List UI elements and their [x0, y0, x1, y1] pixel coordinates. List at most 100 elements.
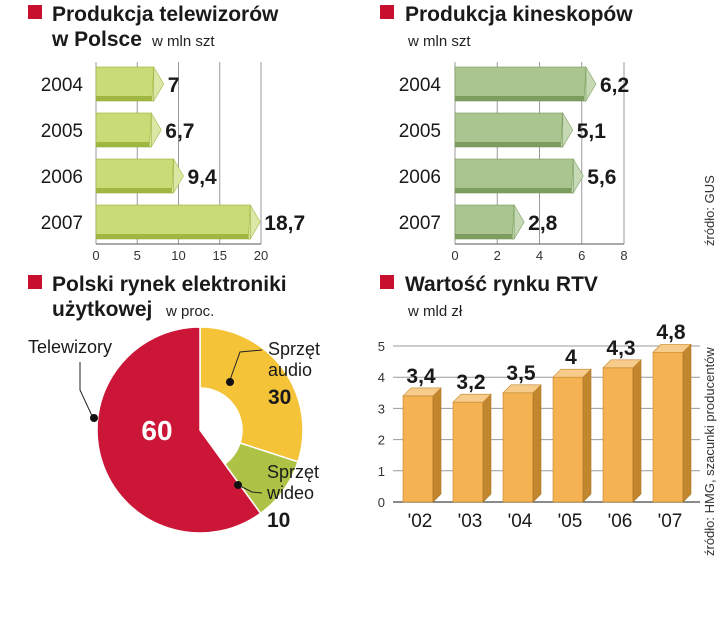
bar-outline [95, 66, 155, 102]
bar-bottom-face [96, 188, 174, 193]
pie-slice-value-label: 60 [141, 415, 172, 446]
leader-line [79, 362, 94, 419]
value-label: 5,1 [577, 120, 607, 143]
tv-chart-title-line-2: w Polsce [51, 28, 142, 51]
value-label: 3,4 [406, 365, 436, 388]
rtv-chart-unit: w mld zł [407, 303, 463, 320]
category-label: '06 [608, 511, 633, 532]
value-label: 18,7 [264, 212, 305, 235]
bar-outline [454, 158, 574, 194]
x-tick-label: 8 [620, 248, 627, 263]
pie-slice-label: Sprzęt [268, 339, 320, 359]
value-label: 3,2 [456, 371, 485, 394]
x-tick-label: 0 [451, 248, 458, 263]
category-label: '05 [558, 511, 583, 532]
bar-front-face [502, 392, 534, 503]
source-note-hmg: źródło: HMG, szacunki producentów [702, 347, 717, 556]
y-tick-label: 5 [378, 339, 385, 354]
leader-line [229, 349, 263, 381]
pie-chart-title-line-1: Polski rynek elektroniki [52, 273, 287, 296]
crt-production-panel: Produkcja kineskopów w mln szt 0 2 4 6 8 2004… [380, 3, 633, 263]
bar-front-face [402, 395, 434, 503]
y-tick-label: 2 [378, 433, 385, 448]
x-tick-label: 5 [134, 248, 141, 263]
bar [95, 157, 184, 194]
y-tick-label: 4 [378, 370, 385, 385]
category-label: 2004 [399, 75, 442, 96]
value-label: 6,2 [600, 74, 629, 97]
x-tick-label: 20 [254, 248, 268, 263]
crt-chart-unit: w mln szt [407, 33, 471, 50]
pie-chart-title-line-2: użytkowej [52, 298, 152, 321]
bar-top-face [552, 368, 592, 378]
bar [454, 203, 525, 240]
bar-top-face [455, 159, 574, 188]
bar-outline [454, 204, 515, 240]
bar [402, 387, 442, 503]
bar-bottom-face [455, 96, 586, 101]
bar-outline [454, 112, 564, 148]
tv-chart-unit: w mln szt [151, 33, 215, 50]
tv-production-panel: Produkcja telewizorów w Polsce w mln szt… [28, 3, 305, 263]
bar [652, 343, 692, 503]
value-label: 9,4 [188, 166, 218, 189]
value-label: 2,8 [528, 212, 558, 235]
category-label: 2006 [399, 167, 441, 188]
y-tick-label: 0 [378, 495, 385, 510]
bar-bottom-face [455, 234, 515, 239]
y-tick-label: 3 [378, 401, 385, 416]
bar-front-face [652, 351, 684, 503]
bar [95, 111, 162, 148]
x-tick-label: 15 [213, 248, 227, 263]
bar-front-face [552, 376, 584, 503]
bar [454, 65, 597, 102]
pie-slice [96, 326, 262, 534]
tv-production-bar-chart: 0 5 10 15 20 2004 7 2005 6,7 2006 9,4 2007 18,7 [41, 62, 305, 263]
pie-slice-label: Telewizory [28, 337, 112, 357]
bar-bottom-face [96, 142, 152, 147]
bar [602, 359, 642, 503]
rtv-value-bar-chart: 0 1 2 3 4 5 3,4 '02 3,2 '03 3,5 '04 4 '05 4,3 '06 4,8 '07 [378, 321, 700, 532]
bar-bottom-face [96, 234, 251, 239]
y-tick-label: 1 [378, 464, 385, 479]
bar-top-face [452, 393, 492, 403]
source-note-gus: źródło: GUS [702, 175, 717, 246]
category-label: '03 [458, 511, 483, 532]
category-label: '04 [508, 511, 533, 532]
bar-bottom-face [455, 188, 574, 193]
bar-top-face [402, 387, 442, 397]
bar-bottom-face [96, 96, 154, 101]
x-tick-label: 10 [171, 248, 185, 263]
bar [95, 65, 165, 102]
bar-side-face [432, 387, 442, 503]
category-label: 2005 [399, 121, 441, 142]
value-label: 4,3 [606, 337, 635, 360]
bar-side-face [682, 343, 692, 503]
bar-side-face [532, 384, 542, 503]
bar-top-face [652, 343, 692, 353]
category-label: 2005 [41, 121, 83, 142]
rtv-chart-title: Wartość rynku RTV [405, 273, 598, 296]
leader-line [237, 484, 263, 494]
title-marker-square [28, 275, 42, 289]
x-tick-label: 2 [494, 248, 501, 263]
bar-top-face [455, 113, 563, 142]
value-label: 4,8 [656, 321, 686, 344]
value-label: 5,6 [587, 166, 616, 189]
pie-slice-value-label: 10 [267, 509, 290, 532]
category-label: '02 [408, 511, 433, 532]
leader-dot [234, 481, 242, 489]
value-label: 7 [168, 74, 180, 97]
x-tick-label: 0 [92, 248, 99, 263]
bar-top-face [96, 205, 251, 234]
bar-outline [95, 204, 251, 240]
pie-slice-label: Sprzęt [267, 462, 319, 482]
category-label: '07 [658, 511, 683, 532]
market-share-panel: Polski rynek elektroniki użytkowej w pro… [28, 273, 320, 534]
pie-slice-label: audio [268, 360, 312, 380]
category-label: 2007 [41, 213, 83, 234]
title-marker-square [380, 5, 394, 19]
bar [552, 368, 592, 503]
bar [454, 157, 584, 194]
